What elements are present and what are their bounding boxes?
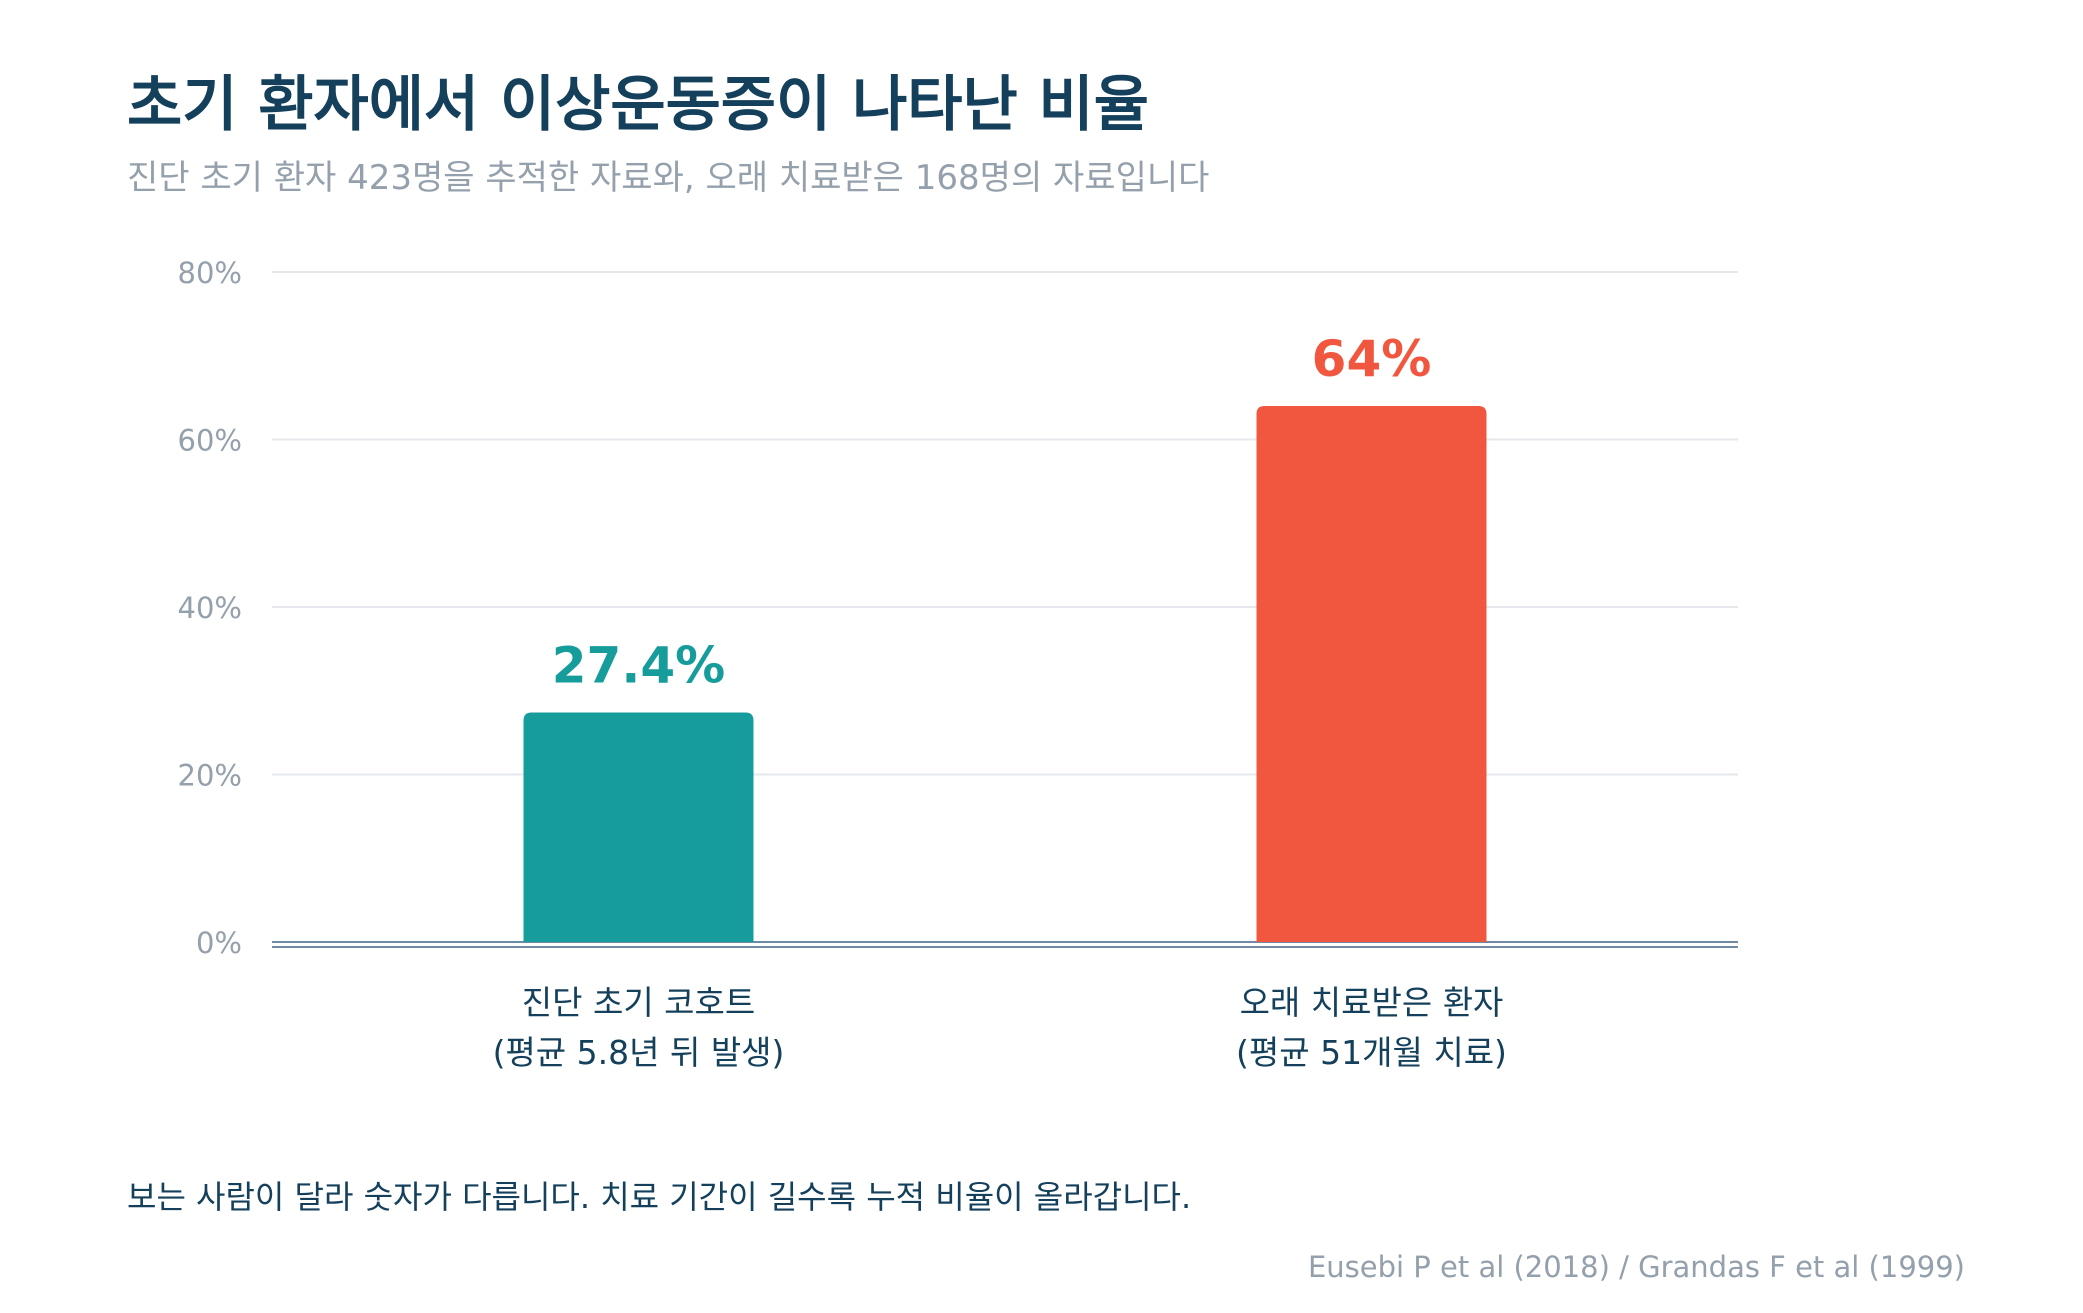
y-tick-label: 20% — [178, 759, 242, 793]
bar — [1256, 406, 1487, 942]
x-tick-label: (평균 51개월 치료) — [1236, 1033, 1507, 1072]
y-tick-label: 0% — [196, 926, 242, 960]
y-tick-label: 40% — [178, 591, 242, 625]
y-tick-label: 80% — [178, 256, 242, 290]
chart-subtitle: 진단 초기 환자 423명을 추적한 자료와, 오래 치료받은 168명의 자료… — [127, 158, 1210, 198]
source-citation: Eusebi P et al (2018) / Grandas F et al … — [1307, 1250, 1965, 1284]
data-label: 64% — [1312, 330, 1432, 388]
chart-title: 초기 환자에서 이상운동증이 나타난 비율 — [127, 70, 1149, 140]
x-tick-label: 진단 초기 코호트 — [522, 983, 756, 1022]
x-tick-label: 오래 치료받은 환자 — [1240, 983, 1504, 1022]
x-tick-label: (평균 5.8년 뒤 발생) — [493, 1033, 785, 1072]
data-label: 27.4% — [552, 637, 725, 695]
chart-footnote: 보는 사람이 달라 숫자가 다릅니다. 치료 기간이 길수록 누적 비율이 올라… — [127, 1178, 1192, 1216]
bar — [523, 712, 754, 942]
y-tick-label: 60% — [178, 424, 242, 458]
